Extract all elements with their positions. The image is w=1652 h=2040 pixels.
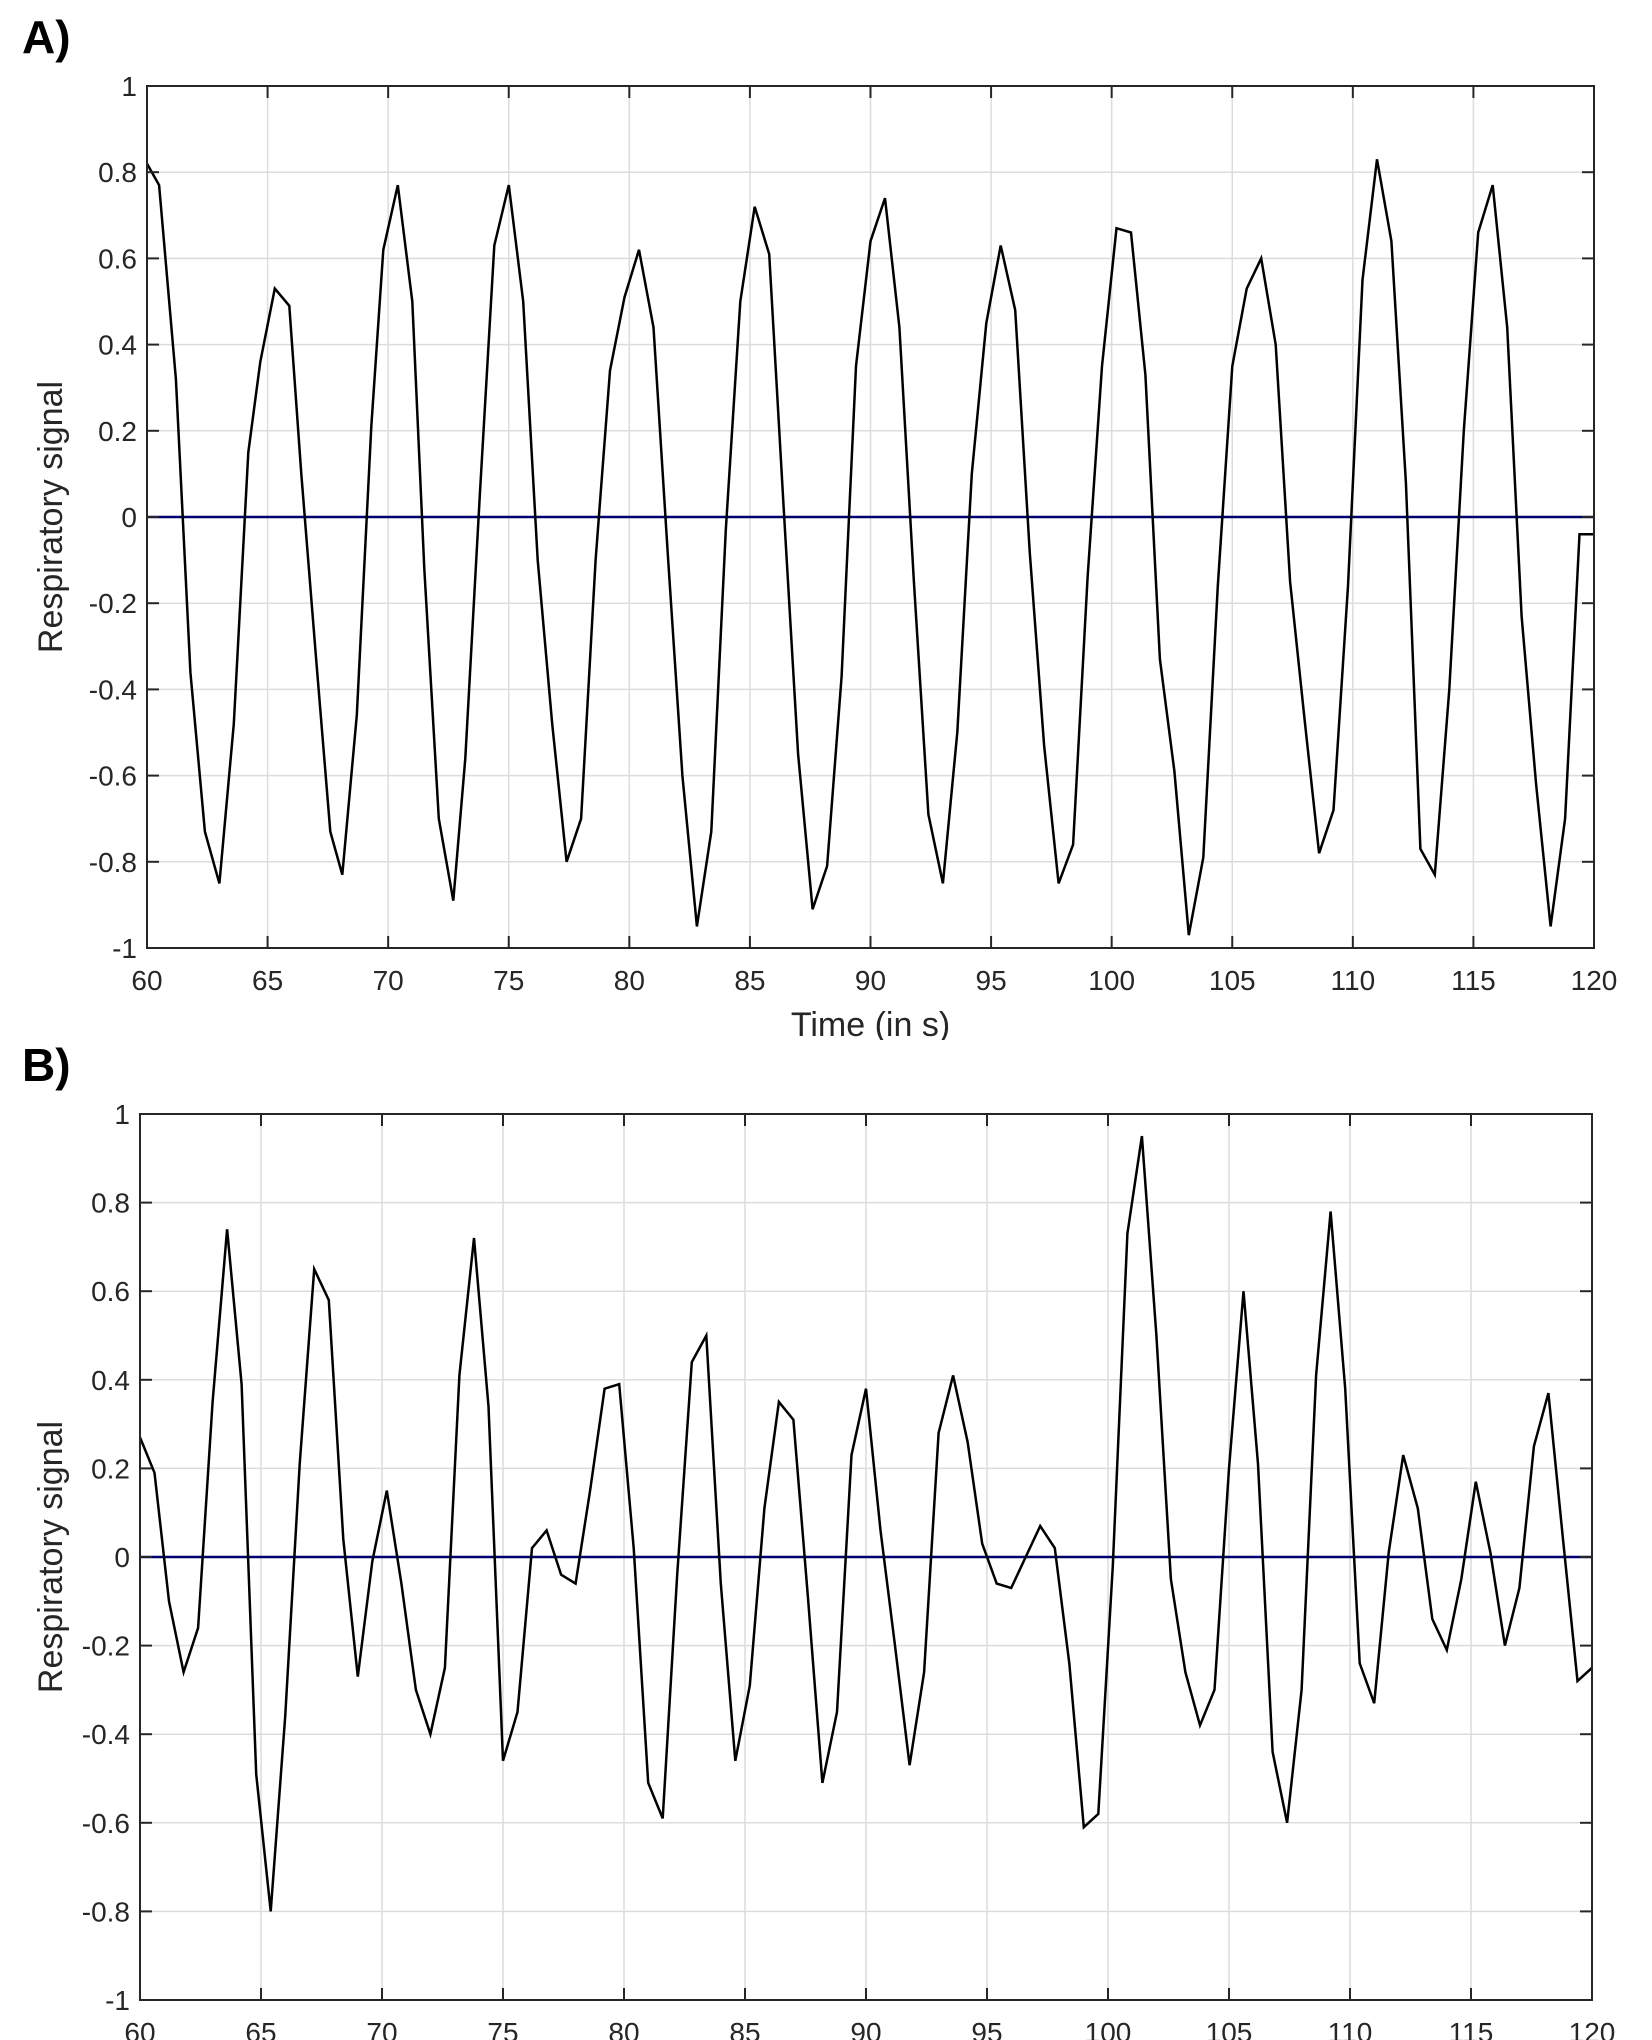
y-tick-label: -0.2 [89,588,137,619]
signal-line [138,1135,1593,1912]
x-tick-label: 120 [1569,2017,1616,2040]
y-tick-label: 0.6 [91,1276,130,1307]
signal-line [145,159,1594,936]
x-tick-label: 90 [850,2017,881,2040]
y-tick-label: 0.2 [91,1453,130,1484]
x-tick-label: 85 [734,965,765,996]
y-tick-label: -0.2 [82,1631,130,1662]
x-tick-label: 80 [608,2017,639,2040]
y-tick-label: 0.6 [98,243,137,274]
x-tick-label: 100 [1088,965,1135,996]
y-tick-label: -1 [105,1985,130,2016]
x-tick-label: 95 [971,2017,1002,2040]
x-tick-label: 100 [1085,2017,1132,2040]
x-tick-label: 110 [1328,2017,1373,2040]
y-tick-label: -0.4 [82,1719,130,1750]
x-tick-label: 75 [493,965,524,996]
x-tick-label: 105 [1209,965,1256,996]
y-tick-label: -1 [112,933,137,964]
x-tick-label: 115 [1451,965,1496,996]
x-tick-label: 65 [252,965,283,996]
panel-label-a: A) [22,11,71,63]
y-tick-label: 0.8 [91,1188,130,1219]
x-tick-label: 120 [1571,965,1618,996]
y-tick-label: 0.4 [91,1365,130,1396]
y-tick-label: -0.4 [89,674,137,705]
y-tick-label: -0.6 [89,761,137,792]
x-tick-label: 115 [1449,2017,1494,2040]
y-tick-label: 0 [114,1542,130,1573]
x-axis-label: Time (in s) [791,1006,950,1040]
x-tick-label: 95 [976,965,1007,996]
x-tick-label: 70 [366,2017,397,2040]
y-tick-label: 0.8 [98,157,137,188]
x-tick-label: 70 [373,965,404,996]
y-tick-label: -0.6 [82,1808,130,1839]
y-axis-label: Respiratory signal [32,1421,70,1693]
y-tick-label: -0.8 [89,847,137,878]
x-tick-label: 85 [729,2017,760,2040]
x-tick-label: 80 [614,965,645,996]
x-tick-label: 90 [855,965,886,996]
x-tick-label: 65 [245,2017,276,2040]
y-axis-label: Respiratory signal [32,381,70,653]
y-tick-label: 0.4 [98,330,137,361]
y-tick-label: 0.2 [98,416,137,447]
x-tick-label: 105 [1206,2017,1253,2040]
y-tick-label: 0 [121,502,137,533]
y-tick-label: 1 [121,71,137,102]
x-tick-label: 60 [131,965,162,996]
respiratory-chart-a: 60 65 70 75 80 85 90 95 100 105 110 115 120 1 0.8 0.6 0.… [32,71,1618,1040]
x-tick-label: 75 [487,2017,518,2040]
y-tick-label: -0.8 [82,1896,130,1927]
y-tick-label: 1 [114,1099,130,1130]
panel-label-b: B) [22,1039,71,1091]
x-tick-label: 60 [124,2017,155,2040]
x-tick-label: 110 [1331,965,1376,996]
respiratory-chart-b: 60 65 70 75 80 85 90 95 100 105 110 115 120 1 0.8 0.6 0.… [32,1099,1616,2040]
